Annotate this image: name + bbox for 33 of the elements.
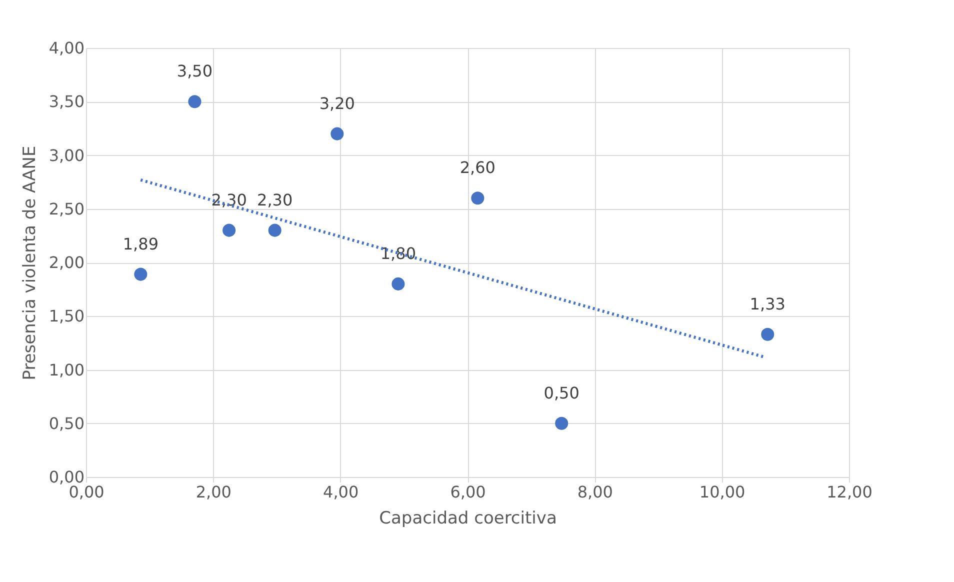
data-label: 3,20 (319, 94, 355, 113)
y-tick-label: 3,00 (48, 146, 84, 165)
x-tick-label: 10,00 (699, 482, 746, 502)
data-label: 2,30 (211, 190, 247, 210)
point (188, 95, 202, 108)
x-tick-label: 12,00 (826, 482, 872, 502)
data-label: 2,30 (257, 190, 293, 210)
x-tick-label: 6,00 (450, 482, 486, 502)
point (392, 277, 405, 290)
data-label: 3,50 (176, 62, 213, 81)
point (222, 224, 236, 237)
data-label: 1,33 (750, 294, 786, 314)
y-tick-label: 0,50 (48, 414, 84, 433)
point (555, 416, 568, 430)
y-tick-label: 3,50 (48, 92, 84, 112)
point (134, 268, 148, 281)
point (268, 224, 282, 237)
point (330, 127, 344, 140)
y-tick-label: 2,50 (48, 199, 84, 218)
y-tick-label: 4,00 (48, 38, 84, 58)
y-tick-label: 2,00 (48, 253, 84, 272)
point (471, 192, 484, 205)
y-axis-title: Presencia violenta de AANE (20, 146, 40, 380)
point (761, 328, 774, 341)
y-tick-label: 1,50 (48, 306, 84, 326)
x-axis-title: Capacidad coercitiva (379, 508, 557, 528)
x-tick-label: 8,00 (577, 482, 613, 502)
data-label: 0,50 (544, 383, 580, 402)
y-tick-label: 1,00 (48, 360, 84, 380)
data-label: 2,60 (460, 158, 496, 178)
data-label: 1,89 (122, 234, 158, 254)
x-tick-label: 2,00 (196, 482, 232, 502)
x-tick-label: 4,00 (323, 482, 359, 502)
